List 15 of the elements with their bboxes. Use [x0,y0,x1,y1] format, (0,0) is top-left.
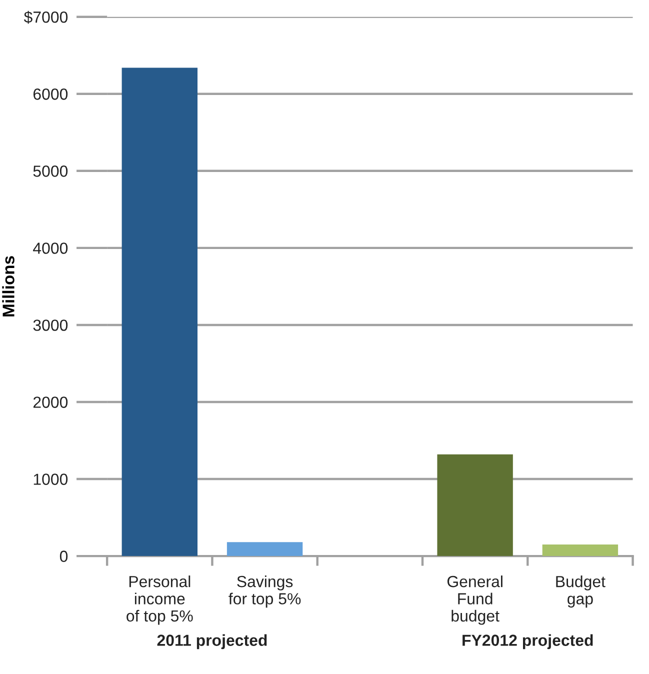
x-tick-label: Budget gap [556,575,606,608]
y-tick-label: 4000 [33,242,68,254]
y-tick-label: 5000 [33,166,68,177]
y-tick-label: 1000 [34,474,68,485]
text: 2011 projected [157,634,267,650]
y-tick-label: 3000 [33,320,68,331]
y-tick-label: 2000 [33,396,68,408]
x-tick-label: Personal income of top 5% [126,575,193,625]
text: FY2012 projected [462,634,593,650]
y-tick-label: $7000 [24,10,68,24]
y-tick-label: 0 [60,550,68,562]
x-tick-label: Savings for top 5% [228,575,301,608]
y-axis-title: Millions [2,256,14,316]
y-tick-label: 6000 [33,88,68,100]
x-tick-label: General Fund budget [447,575,502,625]
